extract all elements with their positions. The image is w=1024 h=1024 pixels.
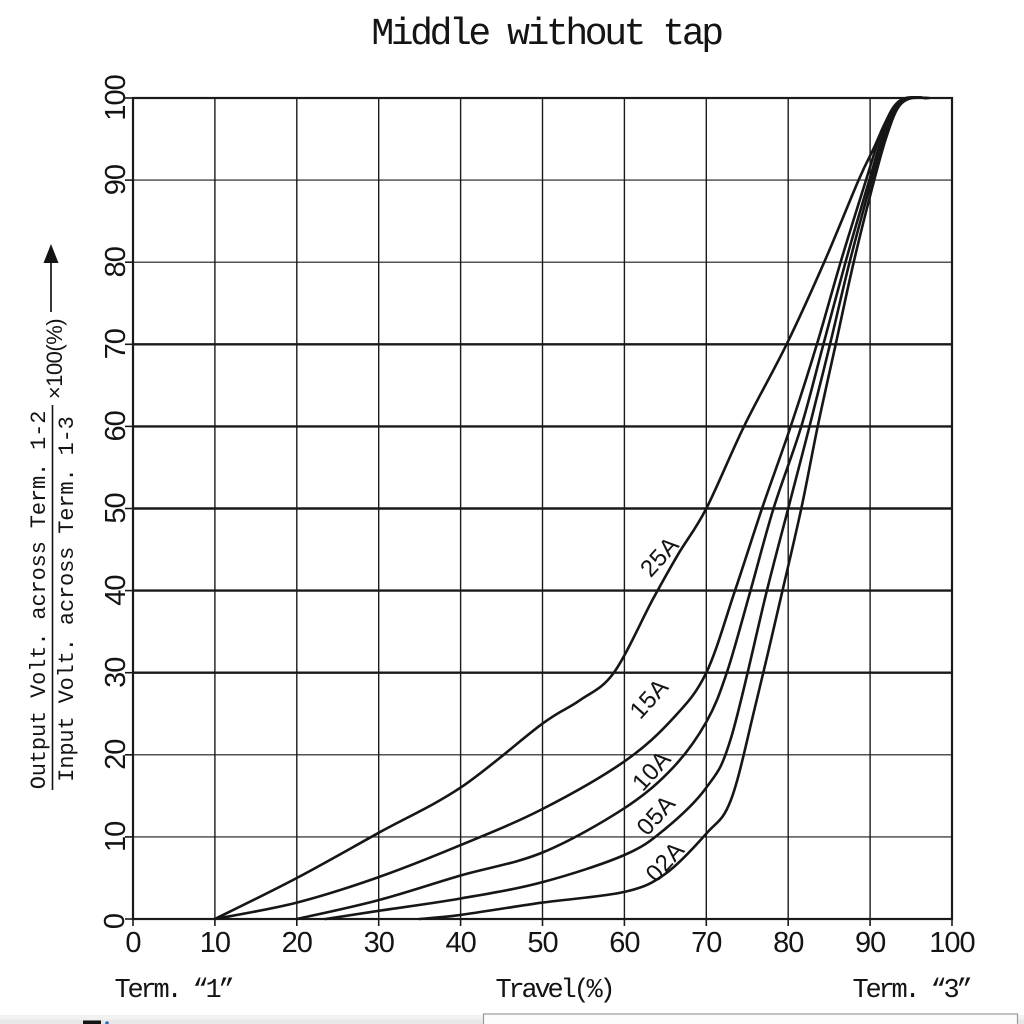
svg-text:100: 100 — [100, 75, 132, 120]
svg-text:30: 30 — [364, 927, 394, 959]
svg-text:0: 0 — [99, 914, 131, 929]
svg-text:50: 50 — [100, 493, 132, 523]
svg-text:90: 90 — [855, 927, 885, 959]
svg-text:40: 40 — [445, 927, 475, 959]
svg-text:Input Volt. across Term. 1-3: Input Volt. across Term. 1-3 — [55, 416, 80, 781]
svg-text:80: 80 — [773, 927, 803, 959]
svg-text:20: 20 — [100, 740, 132, 770]
svg-text:60: 60 — [609, 927, 639, 959]
svg-text:Term. “1”: Term. “1” — [114, 976, 232, 1006]
svg-text:Middle without tap: Middle without tap — [371, 13, 722, 56]
svg-text:0: 0 — [125, 927, 140, 959]
svg-text:90: 90 — [100, 165, 132, 195]
svg-text:×100(%): ×100(%) — [42, 319, 67, 399]
svg-text:Travel(%): Travel(%) — [495, 976, 612, 1006]
svg-text:70: 70 — [100, 329, 132, 359]
svg-text:10: 10 — [200, 927, 230, 959]
svg-text:100: 100 — [929, 927, 974, 959]
svg-text:Term. “3”: Term. “3” — [852, 976, 970, 1006]
svg-text:70: 70 — [691, 927, 721, 959]
svg-text:10: 10 — [100, 822, 132, 852]
svg-text:20: 20 — [282, 927, 312, 959]
svg-text:30: 30 — [100, 658, 132, 688]
svg-text:50: 50 — [527, 927, 557, 959]
svg-text:Output Volt. across Term. 1-2: Output Volt. across Term. 1-2 — [27, 411, 52, 790]
svg-text:60: 60 — [100, 411, 132, 441]
svg-text:80: 80 — [100, 247, 132, 277]
svg-text:40: 40 — [100, 575, 132, 605]
